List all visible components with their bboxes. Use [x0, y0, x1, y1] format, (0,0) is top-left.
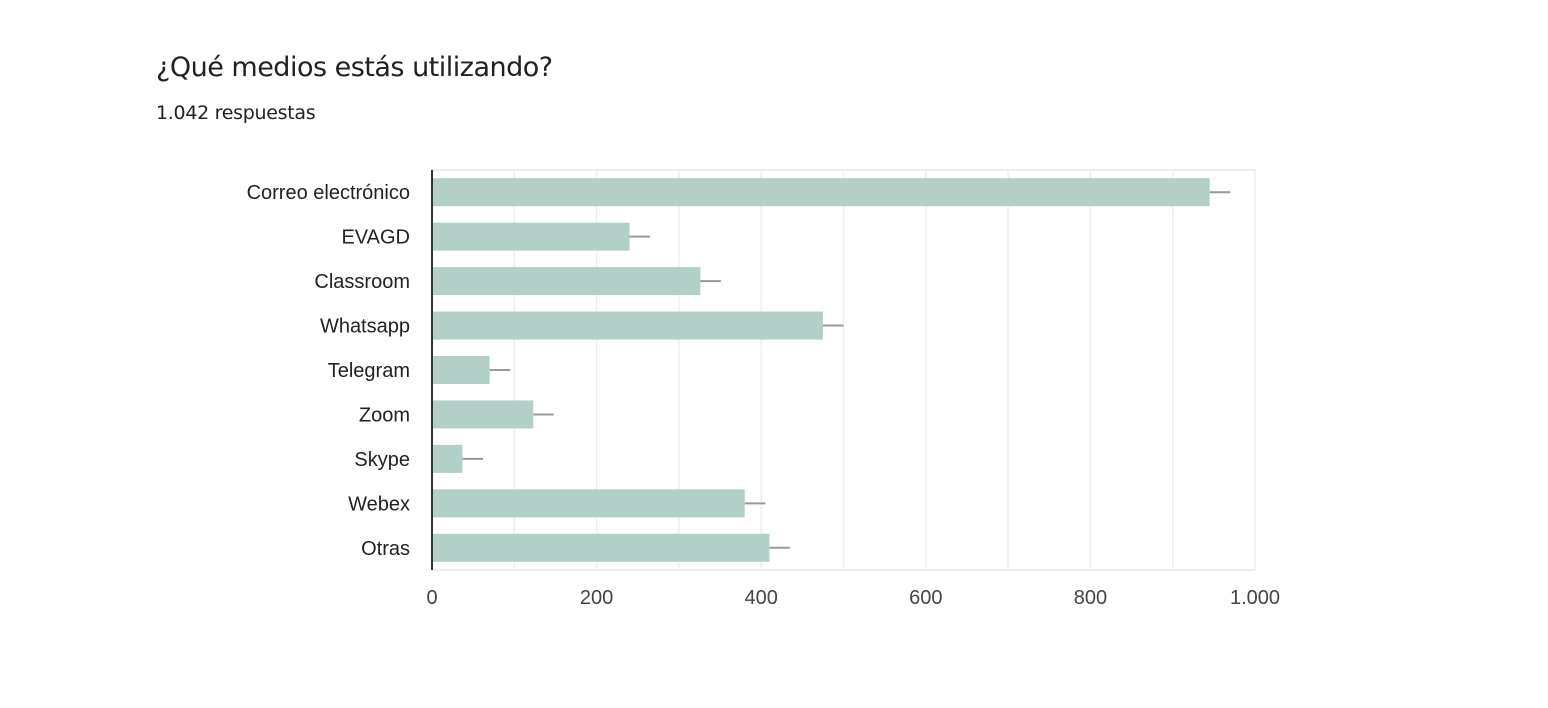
bar-2	[432, 267, 701, 296]
bar-1	[432, 222, 630, 251]
category-label-7: Webex	[348, 493, 410, 515]
labels: Correo electrónico EVAGD Classroom Whatsapp…	[247, 182, 1280, 609]
gridlines	[432, 169, 1256, 571]
category-label-5: Zoom	[359, 404, 410, 426]
category-label-2: Classroom	[314, 271, 410, 293]
category-label-8: Otras	[361, 538, 410, 560]
x-tick-label-5: 1.000	[1230, 587, 1280, 609]
category-label-3: Whatsapp	[320, 316, 410, 338]
x-tick-label-2: 400	[745, 587, 778, 609]
response-count: 1.042 respuestas	[156, 102, 316, 124]
category-label-6: Skype	[354, 449, 410, 471]
bar-3	[432, 311, 823, 340]
chart-title: ¿Qué medios estás utilizando?	[156, 52, 553, 83]
bar-5	[432, 400, 534, 429]
bar-7	[432, 489, 745, 518]
x-tick-label-0: 0	[426, 587, 437, 609]
x-tick-label-1: 200	[580, 587, 613, 609]
x-tick-label-3: 600	[909, 587, 942, 609]
bars	[432, 178, 1231, 562]
bar-8	[432, 533, 770, 562]
category-label-0: Correo electrónico	[247, 182, 410, 204]
bar-4	[432, 356, 490, 384]
bar-0	[432, 178, 1210, 207]
category-label-4: Telegram	[328, 360, 410, 382]
x-tick-label-4: 800	[1074, 587, 1107, 609]
bar-6	[432, 444, 463, 473]
category-label-1: EVAGD	[341, 227, 410, 249]
